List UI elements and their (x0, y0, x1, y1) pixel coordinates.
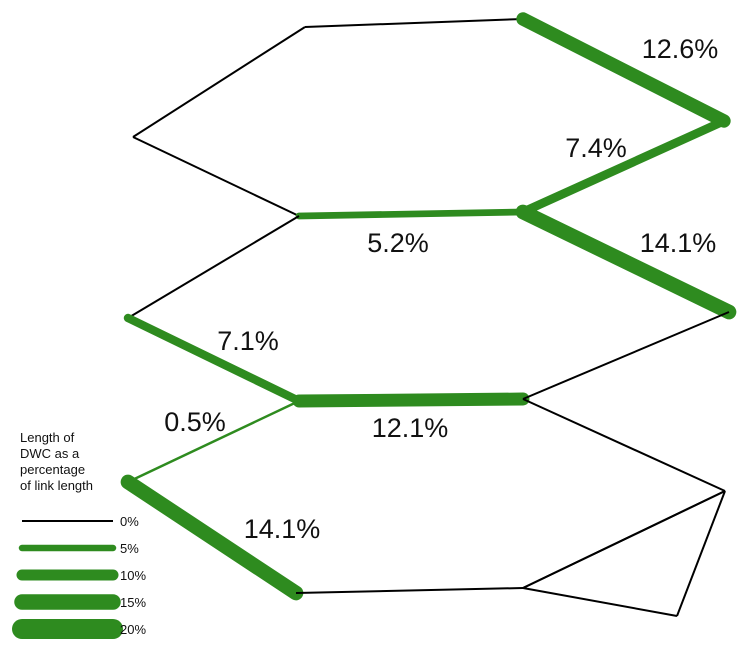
link-top-edge (304, 18, 524, 28)
legend-label-3: 15% (120, 595, 146, 610)
label-right-diagonal-upper: 14.1% (640, 228, 717, 258)
link-top-left-lower (132, 136, 300, 217)
link-bottom-right-a (522, 587, 678, 617)
link-top-right-upper (516, 12, 731, 128)
link-top-left-upper (132, 26, 306, 138)
link-bottom-edge (295, 587, 524, 594)
label-mid-upper-horizontal: 5.2% (367, 228, 429, 258)
links-layer (120, 12, 737, 617)
label-top-right-upper: 12.6% (642, 34, 719, 64)
link-left-diagonal-upper (127, 215, 300, 319)
labels-layer: 12.6% 7.4% 5.2% 14.1% 7.1% 12.1% 0.5% 14.1% (164, 34, 718, 544)
legend-title-line-1: Length of (20, 430, 75, 445)
label-mid-lower-horizontal: 12.1% (372, 413, 449, 443)
label-top-right-lower: 7.4% (565, 133, 627, 163)
link-mid-lower-horizontal (292, 392, 530, 408)
label-left-diagonal-middle: 7.1% (217, 326, 279, 356)
legend: Length of DWC as a percentage of link le… (12, 430, 146, 639)
link-right-lower-a (522, 398, 726, 492)
link-left-diagonal-middle (123, 313, 304, 406)
legend-title-line-3: percentage (20, 462, 85, 477)
link-bottom-right-c (522, 490, 726, 589)
legend-label-0: 0% (120, 514, 139, 529)
label-short-connector: 0.5% (164, 407, 226, 437)
link-mid-upper-horizontal (295, 208, 527, 220)
legend-label-2: 10% (120, 568, 146, 583)
link-right-diagonal-middle (522, 311, 730, 400)
legend-label-1: 5% (120, 541, 139, 556)
link-left-diagonal-lower (120, 474, 304, 601)
legend-title-line-4: of link length (20, 478, 93, 493)
label-left-diagonal-lower: 14.1% (244, 514, 321, 544)
link-top-right-lower (518, 116, 729, 217)
link-right-diagonal-upper (515, 204, 737, 320)
link-bottom-right-b (676, 490, 726, 617)
link-short-connector (126, 399, 301, 484)
legend-label-4: 20% (120, 622, 146, 637)
legend-items: 0% 5% 10% 15% 20% (12, 514, 146, 639)
legend-title-line-2: DWC as a (20, 446, 80, 461)
